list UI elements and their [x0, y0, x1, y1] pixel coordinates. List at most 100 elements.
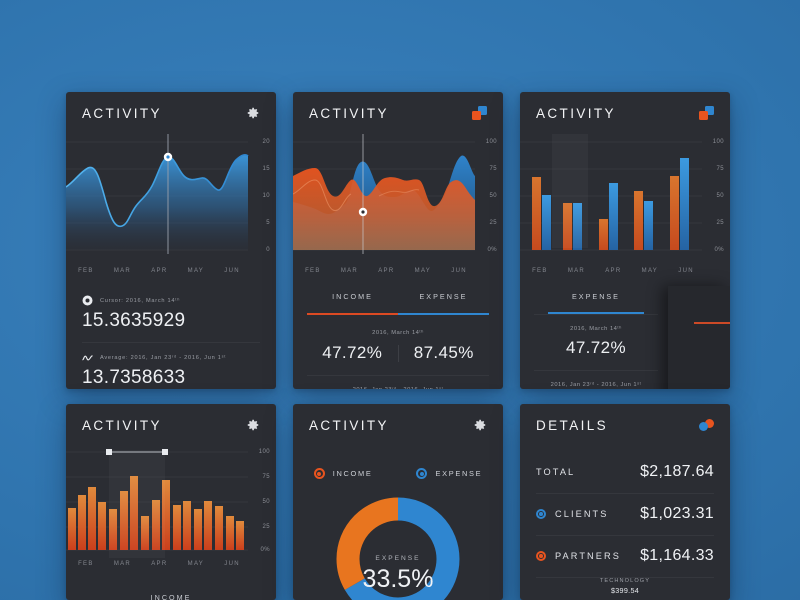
radar-label-technology: TECHNOLOGY $399.54 [520, 578, 730, 595]
peek-panel-income[interactable]: INCOME 87.45% 43.82% [668, 286, 730, 389]
income-inner-line-2 [378, 189, 420, 197]
segment: 2016, March 14ᵗʰ 47.72% [534, 314, 658, 370]
tab-underline [307, 313, 489, 315]
gear-icon[interactable] [246, 106, 260, 120]
income-value: 47.72% [322, 343, 383, 362]
tab-underline-expense [548, 312, 644, 314]
radio-partners-icon [536, 551, 546, 561]
row-amount: $1,164.33 [640, 547, 714, 564]
tab-income[interactable]: INCOME [307, 286, 398, 313]
row-label: TOTAL [536, 467, 576, 477]
tab-expense[interactable]: EXPENSE [534, 286, 658, 312]
bar-group-jun [670, 158, 689, 250]
label-name: TECHNOLOGY [599, 578, 651, 584]
chart-income-bars: 100 75 50 25 0% [66, 446, 276, 558]
divider [397, 344, 399, 362]
legend-label: INCOME [332, 469, 373, 478]
bar-series-income [68, 476, 244, 550]
chart-activity-bars: 100 75 50 25 0% [520, 134, 730, 266]
stat-value: 13.7358633 [82, 367, 186, 388]
card-activity-income-bars: ACTIVITY [66, 404, 276, 600]
square-orange [699, 111, 708, 120]
tab-expense[interactable]: EXPENSE [398, 286, 489, 313]
bar-group-mar [563, 203, 582, 250]
segment-value: 47.72% [565, 338, 627, 357]
area-chart-svg [66, 134, 249, 254]
radio-dot [317, 471, 322, 476]
range-selector [106, 449, 168, 455]
range-handle-right [162, 449, 168, 455]
legend-item-expense[interactable]: EXPENSE [416, 468, 482, 479]
details-row-clients[interactable]: CLIENTS $1,023.31 [536, 494, 714, 536]
stat-row-average[interactable]: Average: 2016, Jan 23ʳᵈ - 2016, Jun 1ˢᵗ … [82, 342, 260, 389]
segment: 87.45% [668, 324, 730, 358]
tab-income[interactable]: INCOME [66, 587, 276, 600]
dual-segment: 2016, March 14ᵗʰ 47.72% 87.45% [307, 319, 489, 375]
dot-orange [705, 419, 714, 428]
dots-icon[interactable] [699, 419, 714, 431]
income-bar-chart-svg [66, 449, 248, 551]
tab-underline-expense [398, 313, 489, 315]
segment-date: 2016, March 14ᵗʰ [570, 326, 622, 332]
dual-stats: 2016, March 14ᵗʰ 47.72% 87.45% 2016, Jan… [293, 319, 503, 389]
tab-label: INCOME [332, 292, 373, 301]
x-axis-labels: FEB MAR APR MAY JUN [78, 268, 240, 274]
legend-item-income[interactable]: INCOME [313, 468, 373, 479]
page-title: ACTIVITY [309, 105, 389, 121]
card-header: ACTIVITY [66, 404, 276, 446]
area-line [66, 154, 249, 228]
tab-income[interactable]: INCOME [668, 298, 730, 316]
radio-dot [539, 554, 543, 558]
radio-expense-icon [416, 468, 428, 479]
donut-slice-income[interactable] [336, 497, 460, 600]
label-value: $399.54 [610, 586, 640, 595]
donut-caption: EXPENSE [375, 555, 421, 562]
bar-group-may [634, 191, 653, 250]
segment: 43.82% [668, 358, 730, 389]
tab-bar: INCOME EXPENSE [293, 286, 503, 313]
squares-icon[interactable] [472, 106, 487, 120]
x-axis-labels: FEB MAR APR MAY JUN [532, 268, 694, 274]
tab-underline-income [694, 322, 730, 324]
row-amount: $2,187.64 [640, 463, 714, 480]
row-label: PARTNERS [555, 551, 621, 561]
active-panel-expense: EXPENSE 2016, March 14ᵗʰ 47.72% 2016, Ja… [520, 286, 672, 389]
cursor-point-core [166, 155, 170, 159]
radio-dot [419, 471, 424, 476]
stat-value: 15.3635929 [82, 310, 186, 331]
card-header: ACTIVITY [293, 92, 503, 134]
stat-row-cursor[interactable]: Cursor: 2016, March 14ᵗʰ 15.3635929 [82, 286, 260, 342]
bar-group-apr [599, 183, 618, 250]
card-header: ACTIVITY [293, 404, 503, 446]
range-handle-left [106, 449, 112, 455]
segment-date: 2016, Jan 23ʳᵈ - 2016, Jun 1ˢᵗ [550, 382, 642, 388]
segment-date: 2016, Jan 23ʳᵈ - 2016, Jun 1ˢᵗ [307, 387, 489, 389]
tab-label: EXPENSE [419, 292, 468, 301]
chart-activity-area: 20 15 10 5 0 [66, 134, 276, 266]
card-details: DETAILS TOTAL $2,187.64 CLIENTS [520, 404, 730, 600]
dual-area-chart-svg [293, 134, 475, 254]
radio-clients-icon [536, 509, 546, 519]
page-title: ACTIVITY [82, 417, 162, 433]
details-list: TOTAL $2,187.64 CLIENTS $1,023.31 [520, 446, 730, 578]
gear-icon[interactable] [246, 418, 260, 432]
bar-group-feb [532, 177, 551, 250]
radar-chart: TECHNOLOGY $399.54 HARDWARE $432.34 TAXE… [520, 578, 730, 600]
gear-icon[interactable] [473, 418, 487, 432]
income-inner-line [293, 179, 352, 212]
chart-activity-dual: 100 75 50 25 0% [293, 134, 503, 266]
card-header: DETAILS [520, 404, 730, 446]
tab-label: EXPENSE [572, 292, 620, 301]
stat-label: Cursor: 2016, March 14ᵗʰ [100, 297, 181, 304]
panel-stack: EXPENSE 2016, March 14ᵗʰ 47.72% 2016, Ja… [520, 286, 730, 389]
details-row-partners[interactable]: PARTNERS $1,164.33 [536, 536, 714, 578]
squares-icon[interactable] [699, 106, 714, 120]
segment-value: 43.82% [668, 382, 730, 389]
donut-chart: EXPENSE 33.5% [293, 493, 503, 600]
card-header: ACTIVITY [66, 92, 276, 134]
radio-dot [539, 512, 543, 516]
stat-label: Average: 2016, Jan 23ʳᵈ - 2016, Jun 1ˢᵗ [100, 354, 227, 361]
page-title: DETAILS [536, 417, 609, 433]
card-header: ACTIVITY [520, 92, 730, 134]
